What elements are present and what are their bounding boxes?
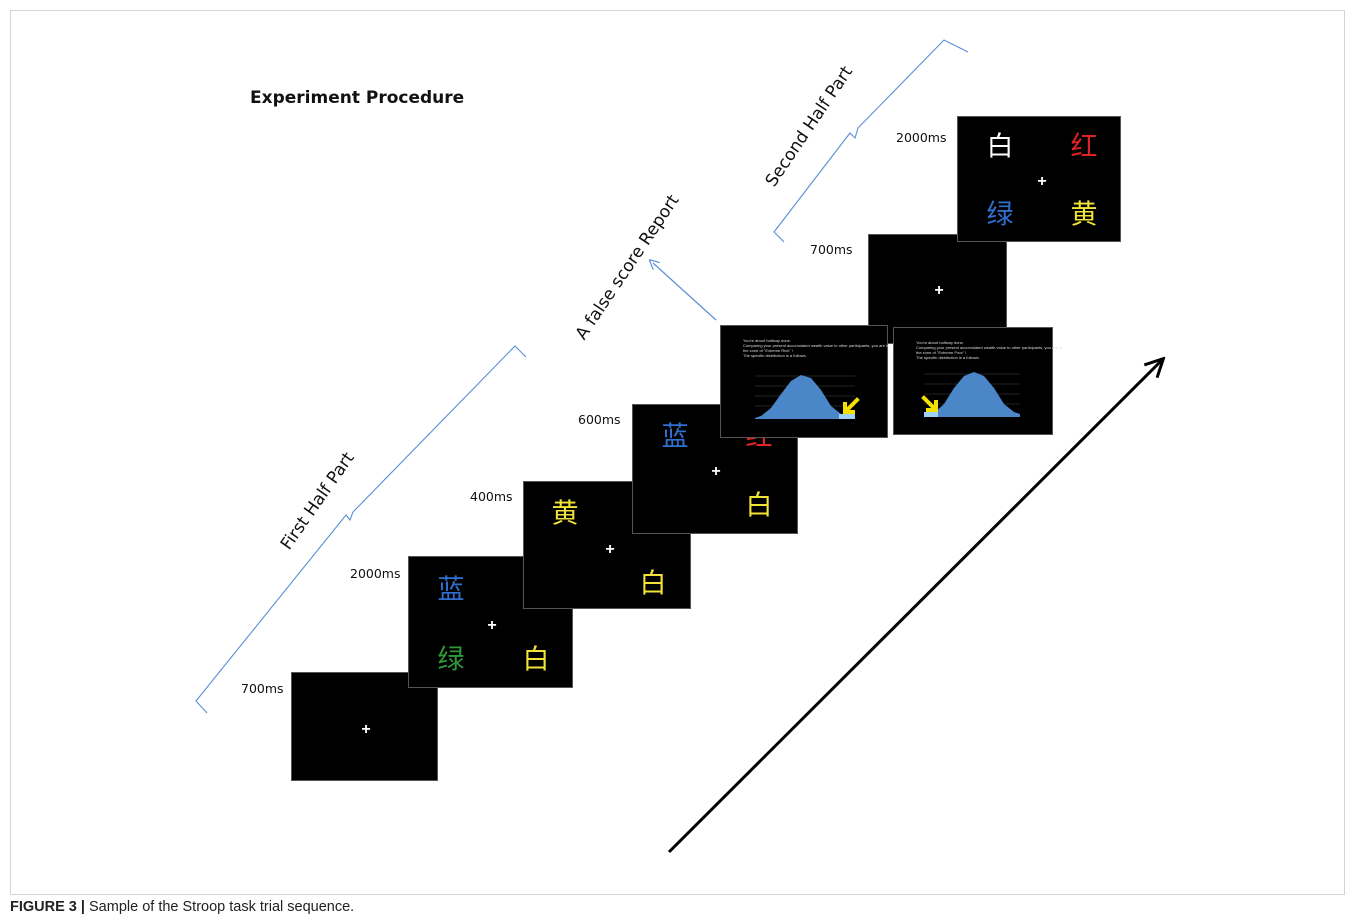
distribution-chart-poor [921, 372, 1020, 417]
stroop-char: 白 [986, 131, 1014, 163]
timing-2000ms-first: 2000ms [350, 566, 401, 581]
highlight-zone [924, 412, 938, 417]
marker-arrow-icon [921, 395, 938, 412]
stroop-char: 蓝 [437, 574, 465, 606]
screen-report-extreme-poor: You're about halfway done. Comparing you… [893, 327, 1062, 435]
timing-700ms-second: 700ms [810, 242, 853, 257]
screen-fixation-first: + [291, 672, 438, 781]
timing-400ms: 400ms [470, 489, 513, 504]
report-line: The specific distribution is a follows: [743, 353, 807, 358]
fixation-cross: + [1037, 173, 1047, 190]
timing-700ms-first: 700ms [241, 681, 284, 696]
bracket-second-half [773, 39, 969, 243]
figure-frame [10, 10, 1345, 895]
distribution-chart-rich [755, 375, 860, 419]
caption-label: FIGURE 3 | [10, 899, 85, 915]
figure-title: Experiment Procedure [250, 88, 465, 108]
fixation-cross: + [934, 282, 944, 299]
report-line: Comparing your present accumulated wealt… [743, 343, 890, 353]
report-text: You're about halfway done. Comparing you… [916, 340, 1066, 360]
timing-2000ms-second: 2000ms [896, 130, 947, 145]
fixation-cross: + [487, 617, 497, 634]
stroop-char: 白 [745, 490, 773, 522]
screen-stroop-2000ms-second: 白 红 + 绿 黄 [957, 116, 1121, 242]
distribution-curve [755, 375, 855, 419]
stroop-char: 白 [522, 644, 550, 676]
highlight-zone [839, 414, 855, 419]
distribution-curve [924, 372, 1020, 417]
stroop-char: 绿 [437, 644, 465, 676]
fixation-cross: + [711, 463, 721, 480]
report-line: You're about halfway done. [743, 338, 791, 343]
fixation-cross: + [605, 541, 615, 558]
stroop-char: 白 [639, 568, 667, 600]
report-text: You're about halfway done. Comparing you… [743, 338, 893, 358]
stroop-char: 蓝 [661, 421, 689, 453]
screen-stroop-2000ms-first: 蓝 红 + 绿 白 [408, 556, 573, 688]
report-line: You're about halfway done. [916, 340, 964, 345]
stroop-char: 黄 [1070, 199, 1098, 231]
caption-text: Sample of the Stroop task trial sequence… [89, 899, 355, 915]
bracket-first-half [195, 345, 527, 714]
stroop-char: 黄 [551, 498, 579, 530]
stroop-char: 绿 [986, 199, 1014, 231]
fixation-cross: + [361, 721, 371, 738]
report-line: The specific distribution is a follows: [916, 355, 980, 360]
figure-caption: FIGURE 3 | Sample of the Stroop task tri… [10, 899, 354, 915]
report-pointer-arrow [653, 263, 717, 321]
screen-fixation-second: + [868, 234, 1007, 344]
report-line: Comparing your present accumulated wealt… [916, 345, 1063, 355]
stroop-char: 红 [1070, 131, 1098, 163]
marker-arrow-icon [843, 397, 860, 414]
time-arrow [667, 360, 1162, 854]
timing-600ms: 600ms [578, 412, 621, 427]
screen-report-extreme-rich: You're about halfway done. Comparing you… [720, 325, 889, 438]
